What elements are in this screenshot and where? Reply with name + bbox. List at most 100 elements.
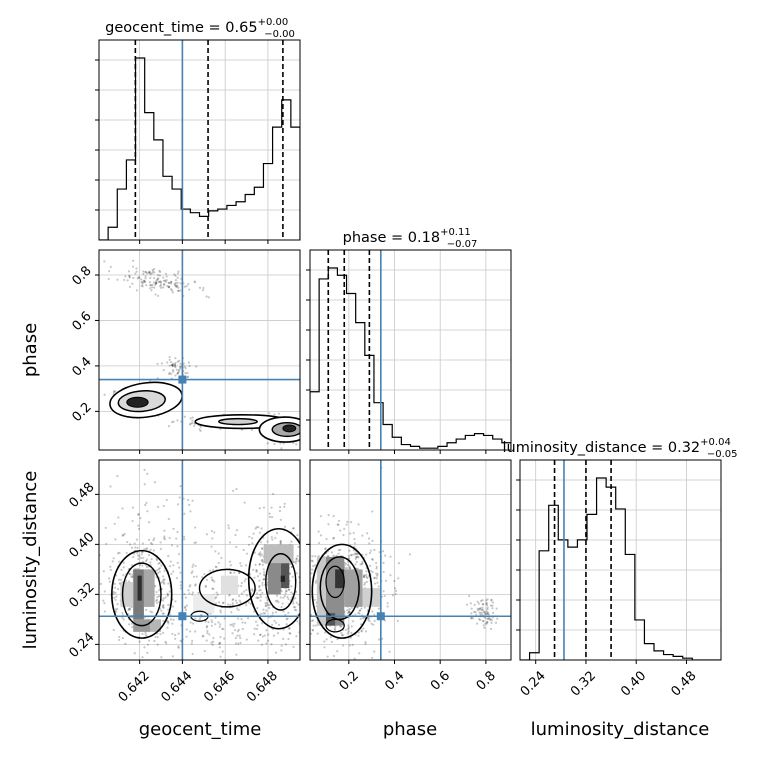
sample-point [229, 571, 232, 574]
sample-point [169, 282, 173, 285]
sample-point [122, 566, 125, 569]
sample-point [349, 567, 352, 570]
density-cell [335, 569, 345, 589]
sample-point [281, 602, 284, 605]
sample-point [210, 641, 213, 644]
sample-point [159, 547, 162, 551]
sample-point [131, 519, 134, 523]
sample-point [178, 566, 181, 569]
sample-point [121, 616, 124, 619]
sample-point [257, 596, 260, 599]
sample-point [296, 620, 299, 623]
sample-point [488, 618, 492, 621]
sample-point [306, 430, 308, 432]
sample-point [198, 428, 201, 431]
sample-point [238, 594, 241, 598]
sample-point [116, 602, 119, 606]
sample-point [295, 559, 298, 563]
sample-point [241, 621, 244, 624]
sample-point [137, 527, 141, 531]
sample-point [341, 634, 344, 637]
contour [325, 565, 345, 599]
panel-content [294, 460, 511, 660]
sample-point [311, 629, 315, 632]
sample-point [165, 498, 168, 502]
sample-point [295, 557, 298, 560]
sample-point [221, 650, 224, 653]
sample-point [373, 619, 376, 623]
sample-point [131, 265, 135, 268]
sample-point [306, 607, 308, 609]
sample-point [141, 285, 144, 288]
sample-point [346, 520, 349, 523]
sample-point [312, 619, 315, 622]
sample-point [375, 567, 378, 570]
sample-point [288, 627, 291, 630]
sample-point [266, 603, 269, 606]
sample-point [212, 587, 215, 591]
sample-point [259, 599, 262, 602]
sample-point [229, 623, 232, 627]
sample-point [491, 601, 494, 604]
sample-point [137, 557, 140, 561]
sample-point [145, 634, 148, 637]
sample-point [210, 624, 213, 627]
sample-point [202, 286, 205, 290]
sample-point [470, 607, 473, 610]
sample-point [207, 621, 210, 624]
sample-point [314, 579, 318, 582]
sample-point [339, 625, 342, 628]
sample-point [264, 602, 267, 605]
sample-point [173, 365, 177, 368]
sample-point [169, 618, 173, 621]
sample-point [177, 632, 180, 635]
sample-point [171, 365, 174, 368]
sample-point [220, 556, 223, 559]
sample-point [151, 268, 154, 272]
sample-point [367, 537, 371, 540]
sample-point [154, 282, 157, 285]
sample-point [179, 289, 182, 292]
sample-point [158, 570, 162, 573]
sample-point [337, 552, 340, 555]
sample-point [294, 627, 296, 629]
sample-point [310, 632, 313, 635]
sample-point [114, 538, 117, 541]
sample-point [119, 578, 123, 581]
sample-point [255, 627, 259, 631]
sample-point [159, 633, 162, 636]
sample-point [234, 533, 237, 537]
sample-point [198, 618, 201, 621]
sample-point [270, 515, 274, 519]
sample-point [179, 365, 182, 369]
sample-point [325, 537, 328, 541]
sample-point [294, 562, 297, 565]
sample-point [260, 559, 263, 562]
sample-point [258, 563, 261, 566]
sample-point [262, 573, 266, 576]
sample-point [279, 596, 282, 599]
x-tick-label: 0.644 [159, 668, 196, 705]
sample-point [157, 571, 160, 575]
sample-point [118, 551, 121, 554]
sample-point [262, 612, 265, 615]
sample-point [274, 651, 278, 654]
sample-point [361, 617, 365, 620]
sample-point [146, 472, 149, 475]
sample-point [372, 623, 375, 626]
sample-point [183, 365, 186, 368]
sample-point [114, 390, 117, 393]
sample-point [146, 651, 149, 655]
sample-point [483, 610, 486, 613]
sample-point [164, 596, 167, 599]
panel-content [99, 250, 308, 450]
sample-point [273, 413, 276, 416]
sample-point [270, 536, 273, 539]
sample-point [295, 609, 298, 612]
sample-point [142, 279, 145, 282]
density-cell [325, 613, 336, 626]
truth-marker [178, 375, 187, 384]
sample-point [318, 541, 321, 545]
sample-point [191, 565, 194, 568]
sample-point [178, 359, 181, 362]
